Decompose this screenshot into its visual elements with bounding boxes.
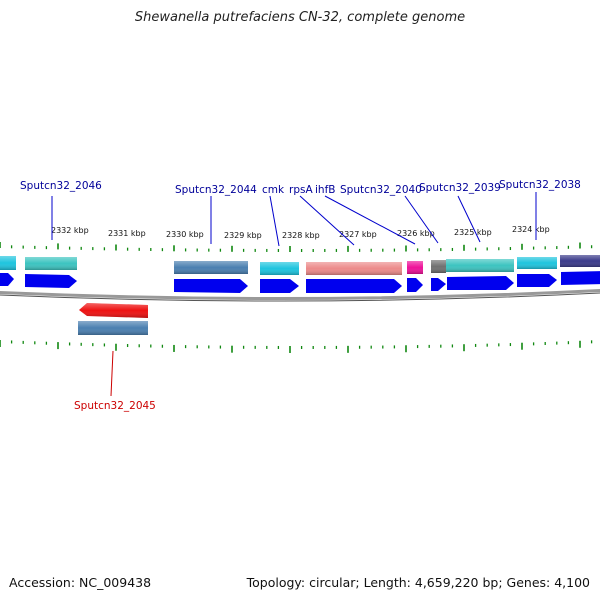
scale-labels: 2332 kbp 2331 kbp 2330 kbp 2329 kbp 2328… [51, 225, 550, 240]
scale-label-2325: 2325 kbp [454, 228, 492, 237]
cds-arrow-2046 [25, 274, 77, 288]
scale-label-2331: 2331 kbp [108, 229, 146, 238]
genome-summary-text: Topology: circular; Length: 4,659,220 bp… [246, 575, 590, 590]
label-leader-lines [51, 192, 537, 397]
gene-label-sputcn32-2045: Sputcn32_2045 [74, 400, 156, 412]
scale-label-2324: 2324 kbp [512, 225, 550, 234]
inner-tick-marks [0, 340, 593, 353]
gene-label-cmk: cmk [262, 184, 285, 196]
cds-arrow-2038 [517, 274, 557, 287]
gene-label-sputcn32-2044: Sputcn32_2044 [175, 184, 257, 196]
leader-2039 [457, 195, 481, 243]
gene-labels: Sputcn32_2046 Sputcn32_2044 cmk rpsA ihf… [20, 179, 581, 412]
backbone [0, 288, 600, 301]
cds-arrow-2044 [174, 279, 248, 293]
accession-text: Accession: NC_009438 [9, 575, 152, 590]
leader-rpsa [299, 195, 355, 246]
gene-label-sputcn32-2046: Sputcn32_2046 [20, 180, 102, 192]
leader-2045 [110, 350, 114, 397]
leader-ihfb [324, 195, 416, 245]
feature-track-upper [0, 255, 600, 275]
gene-label-ihfb: ihfB [315, 184, 335, 196]
leader-cmk [269, 195, 280, 247]
leader-2040 [404, 195, 439, 244]
cds-arrow-2040 [431, 278, 446, 291]
gene-label-sputcn32-2039: Sputcn32_2039 [419, 182, 501, 194]
gene-label-rpsa: rpsA [289, 184, 313, 196]
scale-label-2326: 2326 kbp [397, 229, 435, 238]
cds-arrow-cmk [260, 279, 299, 293]
scale-label-2332: 2332 kbp [51, 226, 89, 235]
cds-track-reverse [78, 303, 148, 335]
scale-label-2328: 2328 kbp [282, 231, 320, 240]
scale-label-2330: 2330 kbp [166, 230, 204, 239]
scale-label-2327: 2327 kbp [339, 230, 377, 239]
cds-arrow-left-edge [0, 273, 14, 286]
outer-tick-marks [0, 242, 593, 252]
cds-arrow-right-edge [561, 271, 600, 285]
cds-arrow-ihfb [407, 278, 423, 292]
scale-label-2329: 2329 kbp [224, 231, 262, 240]
cds-track-forward [0, 271, 600, 293]
backbone-inner [0, 292, 600, 302]
gene-label-sputcn32-2040: Sputcn32_2040 [340, 184, 422, 196]
cds-arrow-2039 [447, 276, 514, 290]
gene-label-sputcn32-2038: Sputcn32_2038 [499, 179, 581, 191]
page-title: Shewanella putrefaciens CN-32, complete … [134, 10, 466, 25]
cds-arrow-rpsa [306, 279, 402, 293]
